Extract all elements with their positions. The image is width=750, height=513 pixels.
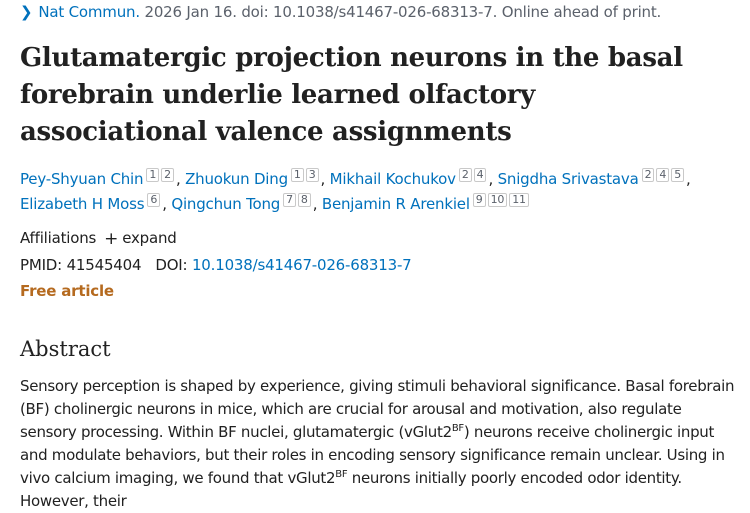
author-separator: , (312, 195, 322, 213)
abstract-text: Sensory perception is shaped by experien… (20, 375, 735, 513)
author-separator: , (175, 170, 186, 188)
author-affiliation-refs: 9 10 11 (472, 193, 531, 207)
pmid-value: 41545404 (66, 256, 142, 274)
abstract-heading: Abstract (20, 337, 111, 361)
doi-label: DOI: (155, 256, 188, 274)
author-link[interactable]: Benjamin R Arenkiel (321, 195, 470, 213)
affiliation-ref[interactable]: 5 (671, 168, 685, 182)
affiliation-ref[interactable]: 9 (472, 193, 486, 207)
author-link[interactable]: Qingchun Tong (171, 195, 281, 213)
author-link[interactable]: Snigdha Srivastava (497, 170, 639, 188)
expand-link[interactable]: expand (122, 229, 177, 247)
affiliations-row: Affiliations + expand (20, 229, 177, 249)
affiliation-ref[interactable]: 1 (290, 168, 304, 182)
author-separator: , (162, 195, 172, 213)
affiliation-ref[interactable]: 7 (283, 193, 296, 207)
author-link[interactable]: Pey-Shyuan Chin (20, 170, 144, 188)
affiliation-ref[interactable]: 2 (458, 168, 472, 182)
abstract-sup-1: BF (451, 423, 464, 434)
author-separator: , (488, 170, 498, 188)
author-list: Pey-Shyuan Chin 1 2, Zhuokun Ding 1 3, Mikha… (20, 167, 740, 217)
doi-link[interactable]: 10.1038/s41467-026-68313-7 (191, 256, 412, 274)
citation-details: 2026 Jan 16. doi: 10.1038/s41467-026-683… (144, 3, 662, 21)
author-link[interactable]: Mikhail Kochukov (329, 170, 456, 188)
identifiers-row: PMID: 41545404 DOI: 10.1038/s41467-026-68… (20, 256, 412, 274)
affiliation-ref[interactable]: 4 (656, 168, 670, 182)
author-separator: , (320, 170, 330, 188)
affiliation-ref[interactable]: 6 (147, 193, 161, 207)
affiliation-ref[interactable]: 11 (509, 193, 529, 207)
author-separator: , (686, 170, 691, 188)
affiliation-ref[interactable]: 4 (473, 168, 487, 182)
affiliation-ref[interactable]: 10 (487, 193, 508, 207)
affiliation-ref[interactable]: 2 (641, 168, 655, 182)
chevron-right-icon[interactable]: ❯ (20, 3, 33, 21)
author-link[interactable]: Zhuokun Ding (185, 170, 288, 188)
affiliation-ref[interactable]: 8 (297, 193, 311, 207)
pmid-label: PMID: (20, 256, 63, 274)
author-affiliation-refs: 6 (147, 193, 162, 207)
journal-link[interactable]: Nat Commun. (38, 3, 140, 21)
article-title: Glutamatergic projection neurons in the … (20, 43, 683, 147)
affiliations-label: Affiliations (20, 229, 97, 247)
abstract-part-2: ) neurons receive cholinergic input and … (20, 423, 725, 487)
abstract-part-1: Sensory perception is shaped by experien… (20, 377, 735, 441)
author-link[interactable]: Elizabeth H Moss (20, 195, 145, 213)
plus-icon[interactable]: + (104, 229, 119, 249)
affiliation-ref[interactable]: 2 (161, 168, 174, 182)
affiliation-ref[interactable]: 1 (146, 168, 160, 182)
free-article-badge[interactable]: Free article (20, 282, 114, 300)
citation-line: ❯ Nat Commun. 2026 Jan 16. doi: 10.1038/s… (20, 3, 661, 21)
abstract-sup-2: BF (335, 469, 348, 480)
affiliation-ref[interactable]: 3 (305, 168, 319, 182)
